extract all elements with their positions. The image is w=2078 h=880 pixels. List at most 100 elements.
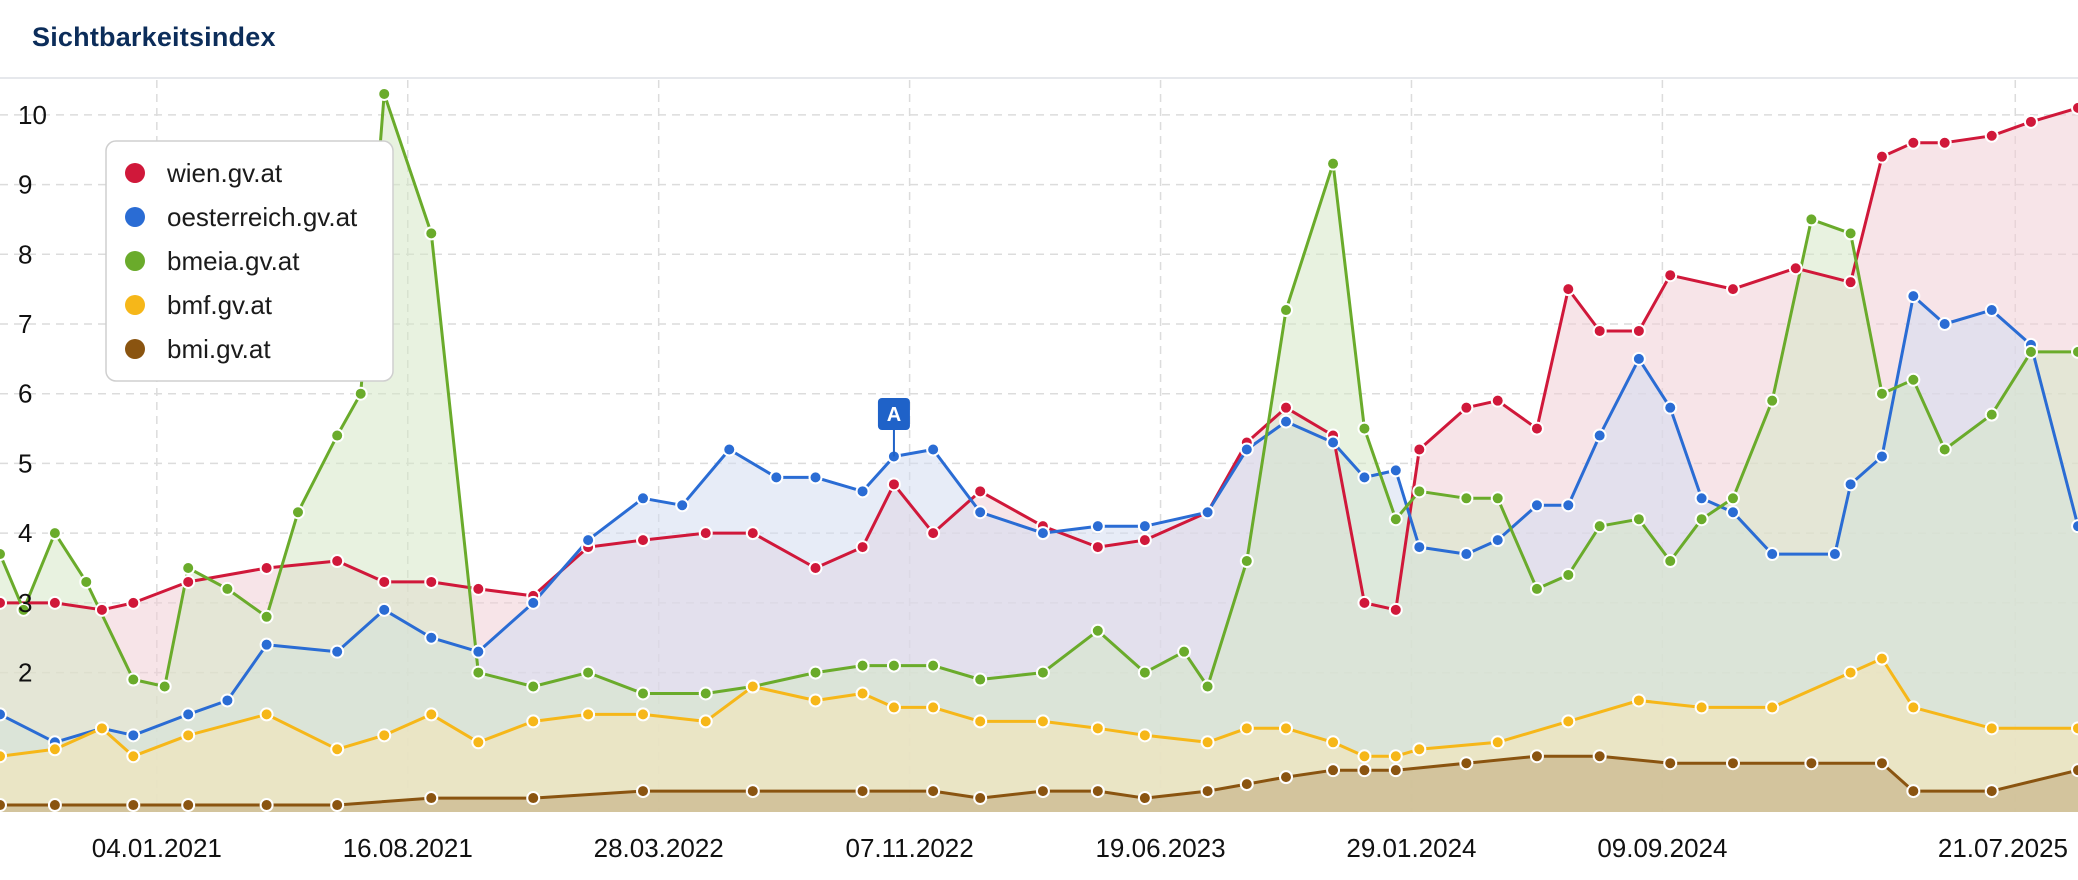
data-point — [2071, 519, 2078, 534]
data-point — [0, 547, 7, 562]
data-point — [636, 533, 651, 548]
data-point — [94, 602, 109, 617]
data-point — [526, 595, 541, 610]
data-point — [1459, 400, 1474, 415]
data-point — [636, 491, 651, 506]
data-point — [1279, 303, 1294, 318]
series-area — [0, 756, 2078, 812]
series-points — [0, 86, 2078, 813]
data-point — [1694, 512, 1709, 527]
data-point — [769, 470, 784, 485]
data-point — [1490, 393, 1505, 408]
data-point — [1984, 721, 1999, 736]
data-point — [1357, 470, 1372, 485]
legend-entry[interactable]: bmi.gv.at — [167, 334, 271, 364]
data-point — [2071, 721, 2078, 736]
series-line — [0, 657, 2078, 758]
data-point — [47, 595, 62, 610]
legend-entry[interactable]: wien.gv.at — [166, 158, 283, 188]
x-tick-label: 09.09.2024 — [1597, 833, 1727, 863]
data-point — [1631, 512, 1646, 527]
data-point — [471, 581, 486, 596]
data-point — [1200, 735, 1215, 750]
data-point — [581, 665, 596, 680]
data-point — [1725, 505, 1740, 520]
legend-swatch — [125, 339, 145, 359]
data-point — [636, 784, 651, 799]
data-point — [1937, 135, 1952, 150]
y-axis: 2 3 4 5 6 7 8 9 10 — [18, 100, 47, 688]
data-point — [526, 679, 541, 694]
card-header: Sichtbarkeitsindex — [0, 0, 2078, 79]
data-point — [1388, 463, 1403, 478]
data-point — [0, 798, 7, 813]
data-point — [1906, 372, 1921, 387]
data-point — [1279, 721, 1294, 736]
data-point — [1412, 742, 1427, 757]
data-point — [973, 714, 988, 729]
data-point — [1177, 644, 1192, 659]
x-tick-label: 04.01.2021 — [92, 833, 222, 863]
data-point — [1984, 407, 1999, 422]
x-tick-label: 29.01.2024 — [1346, 833, 1476, 863]
data-point — [181, 728, 196, 743]
legend-entry[interactable]: bmeia.gv.at — [167, 246, 300, 276]
data-point — [290, 505, 305, 520]
data-point — [745, 784, 760, 799]
data-point — [1592, 519, 1607, 534]
data-point — [181, 561, 196, 575]
data-point — [1279, 414, 1294, 429]
data-point — [1035, 665, 1050, 680]
data-point — [181, 707, 196, 722]
data-point — [1663, 554, 1678, 569]
data-point — [1357, 421, 1372, 436]
data-point — [1788, 261, 1803, 276]
data-point — [220, 693, 235, 708]
data-point — [1906, 700, 1921, 715]
annotations: A — [877, 398, 910, 457]
y-tick-label: 4 — [18, 518, 32, 548]
x-tick-label: 28.03.2022 — [594, 833, 724, 863]
data-point — [2071, 100, 2078, 115]
data-point — [1412, 484, 1427, 499]
data-point — [16, 602, 31, 617]
data-point — [330, 742, 345, 757]
data-point — [808, 561, 823, 575]
data-point — [330, 644, 345, 659]
data-point — [1906, 135, 1921, 150]
data-point — [126, 798, 141, 813]
data-point — [126, 595, 141, 610]
data-point — [424, 574, 439, 589]
data-point — [1804, 212, 1819, 227]
data-point — [47, 742, 62, 757]
data-point — [1357, 749, 1372, 764]
data-point — [181, 798, 196, 813]
legend-entry[interactable]: oesterreich.gv.at — [167, 202, 358, 232]
y-tick-label: 2 — [18, 658, 32, 688]
x-tick-label: 19.06.2023 — [1095, 833, 1225, 863]
y-tick-label: 5 — [18, 448, 32, 478]
data-point — [698, 714, 713, 729]
data-point — [1137, 519, 1152, 534]
data-point — [1725, 282, 1740, 297]
legend-entry[interactable]: bmf.gv.at — [167, 290, 273, 320]
data-point — [1090, 623, 1105, 638]
data-point — [1137, 665, 1152, 680]
data-point — [1490, 491, 1505, 506]
data-point — [1631, 323, 1646, 338]
data-point — [1843, 275, 1858, 290]
y-tick-label: 9 — [18, 170, 32, 200]
data-point — [926, 658, 941, 673]
series-area — [0, 93, 2078, 812]
annotation-marker[interactable] — [877, 398, 910, 430]
legend-box — [105, 140, 394, 382]
legend-swatch — [125, 295, 145, 315]
data-point — [1561, 714, 1576, 729]
data-point — [1279, 400, 1294, 415]
data-point — [424, 791, 439, 806]
data-point — [1200, 505, 1215, 520]
data-point — [926, 442, 941, 457]
data-point — [1631, 351, 1646, 366]
